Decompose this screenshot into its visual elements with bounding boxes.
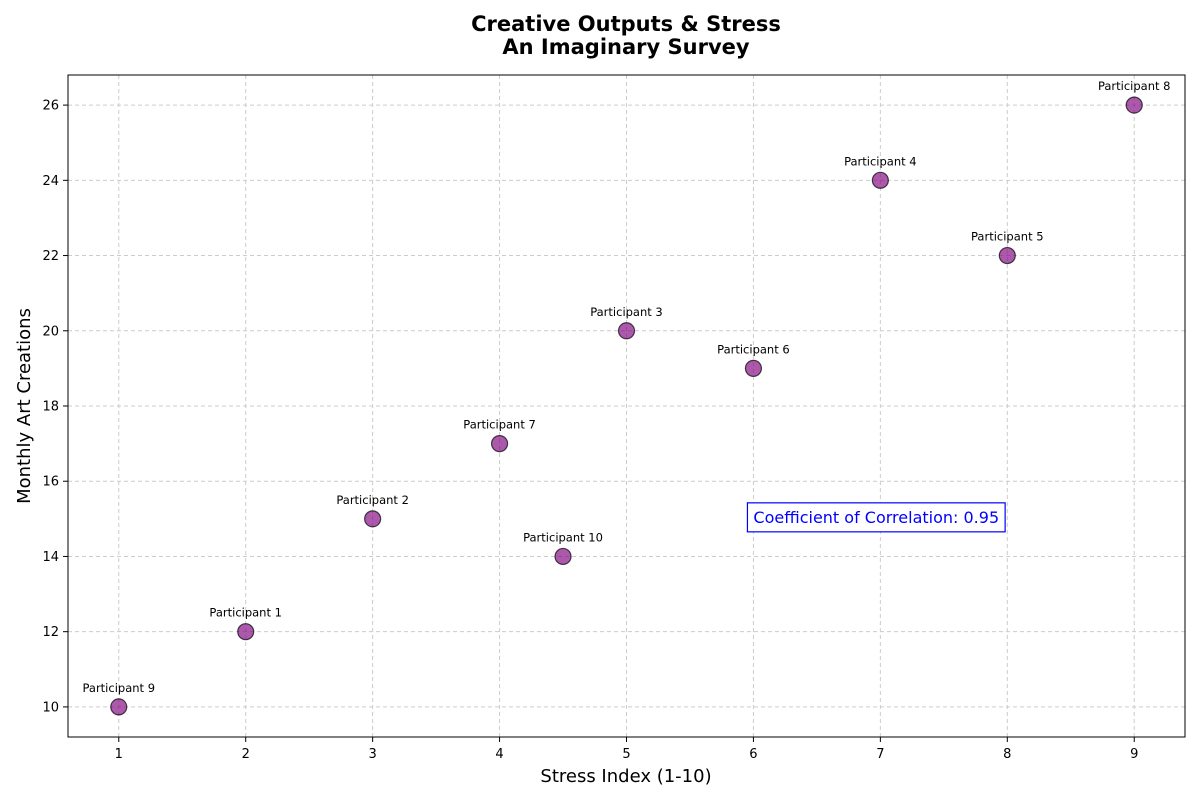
x-tick-label: 4 (495, 747, 503, 762)
data-point (871, 171, 889, 189)
plot-frame (67, 74, 1186, 738)
y-tick-label: 16 (42, 475, 59, 490)
y-tick-label: 22 (42, 249, 59, 264)
y-axis-label: Monthly Art Creations (14, 308, 35, 504)
annotation: Coefficient of Correlation: 0.95 (746, 502, 1006, 533)
point-label: Participant 9 (82, 681, 155, 695)
y-tick-label: 26 (42, 99, 59, 114)
data-points (110, 96, 1143, 716)
y-tick-label: 24 (42, 174, 59, 189)
point-label: Participant 8 (1098, 79, 1171, 93)
x-tick-label: 5 (622, 747, 630, 762)
point-label: Participant 5 (971, 230, 1044, 244)
x-tick-label: 9 (1130, 747, 1138, 762)
point-label: Participant 3 (590, 305, 663, 319)
grid (68, 75, 1185, 737)
point-label: Participant 10 (523, 530, 603, 544)
point-label: Participant 4 (844, 154, 917, 168)
data-point (744, 359, 763, 377)
point-label: Participant 2 (336, 493, 409, 507)
y-tick-label: 12 (42, 625, 59, 640)
x-tick-label: 8 (1003, 747, 1011, 762)
x-tick-label: 1 (115, 747, 123, 762)
annotation-text: Coefficient of Correlation: 0.95 (753, 508, 999, 527)
y-tick-label: 20 (42, 324, 59, 339)
data-point (237, 623, 255, 641)
x-tick-label: 3 (368, 747, 376, 762)
data-point (998, 246, 1016, 265)
data-point (364, 510, 382, 528)
point-label: Participant 1 (209, 606, 282, 620)
chart-title: Creative Outputs & Stress (471, 12, 781, 36)
point-labels: Participant 1 Participant 2 Participant 3 P… (82, 79, 1170, 695)
x-axis-label: Stress Index (1-10) (540, 766, 711, 787)
y-tick-label: 14 (42, 550, 59, 565)
data-point (1125, 96, 1143, 114)
y-tick-label: 18 (42, 400, 59, 415)
x-tick-label: 7 (876, 747, 884, 762)
point-label: Participant 6 (717, 342, 790, 356)
chart-subtitle: An Imaginary Survey (502, 35, 749, 59)
data-point (490, 435, 509, 453)
annotation-box (746, 502, 1006, 533)
x-tick-label: 2 (242, 747, 250, 762)
data-point (554, 547, 572, 566)
y-tick-label: 10 (42, 700, 59, 715)
point-label: Participant 7 (463, 418, 536, 432)
x-tick-label: 6 (749, 747, 757, 762)
data-point (617, 322, 636, 340)
data-point (110, 698, 128, 716)
